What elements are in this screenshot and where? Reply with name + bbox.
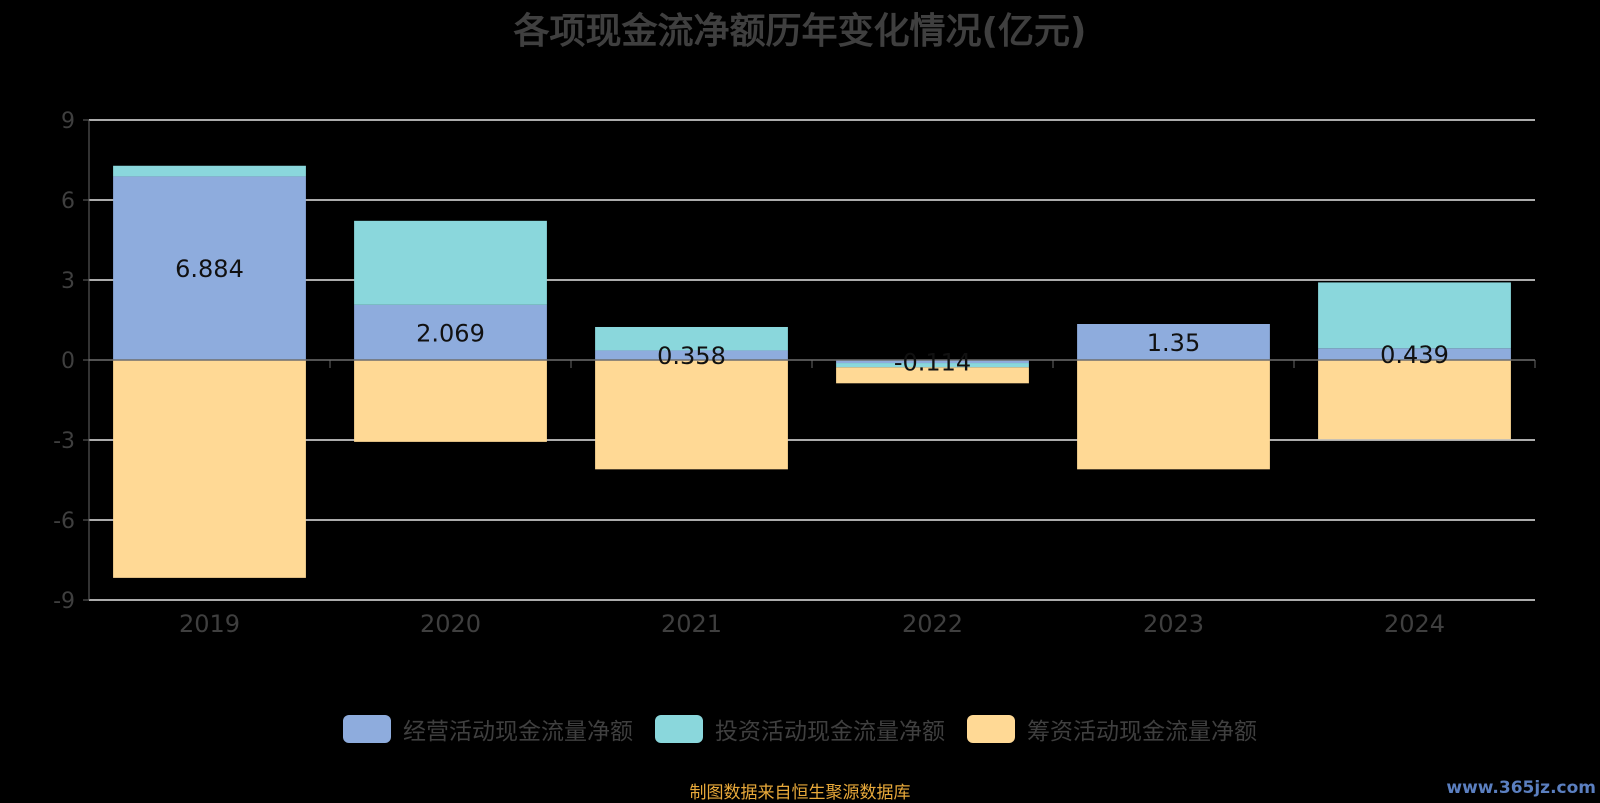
- chart-legend: 经营活动现金流量净额 投资活动现金流量净额 筹资活动现金流量净额: [0, 712, 1600, 746]
- x-tick-label: 2023: [1143, 610, 1204, 638]
- y-tick-label: -6: [53, 509, 75, 534]
- x-tick-label: 2022: [902, 610, 963, 638]
- y-tick-label: 0: [61, 349, 75, 374]
- data-source-note: 制图数据来自恒生聚源数据库: [689, 783, 911, 803]
- bar-segment: [836, 360, 1029, 364]
- bar-segment: [1077, 324, 1270, 360]
- bar-segment: [113, 165, 306, 177]
- data-label: 6.884: [175, 255, 244, 283]
- y-tick-label: -9: [53, 589, 75, 614]
- legend-label-investing: 投资活动现金流量净额: [715, 719, 945, 745]
- legend-swatch-investing: [655, 715, 703, 743]
- chart-title: 各项现金流净额历年变化情况(亿元): [513, 11, 1087, 52]
- bar-segment: [113, 176, 306, 360]
- bar-segment: [836, 367, 1029, 384]
- bar-segment: [354, 304, 547, 360]
- legend-swatch-operating: [343, 715, 391, 743]
- legend-item-operating[interactable]: 经营活动现金流量净额: [343, 712, 633, 746]
- chart-plot: -9 -6 -3 0 3 6 9 2019 2020 2021 2022 2023 2024 6.884 2…: [53, 109, 1536, 638]
- data-label: -0.114: [894, 349, 971, 377]
- x-tick-label: 2021: [661, 610, 722, 638]
- data-label: 1.35: [1147, 329, 1200, 357]
- legend-label-financing: 筹资活动现金流量净额: [1027, 719, 1257, 745]
- x-tick-label: 2024: [1384, 610, 1445, 638]
- data-label: 0.358: [657, 342, 726, 370]
- data-label: 0.439: [1380, 341, 1449, 369]
- y-tick-label: 3: [61, 269, 75, 294]
- legend-item-investing[interactable]: 投资活动现金流量净额: [655, 712, 945, 746]
- bar-segment: [1318, 360, 1511, 440]
- watermark: www.365jz.com: [1446, 778, 1596, 798]
- bar-segment: [354, 220, 547, 305]
- bar-segment: [836, 363, 1029, 368]
- y-tick-label: -3: [53, 429, 75, 454]
- x-tick-label: 2019: [179, 610, 240, 638]
- bar-segment: [1318, 282, 1511, 349]
- bar-segment: [354, 360, 547, 442]
- bar-segment: [595, 360, 788, 470]
- y-tick-label: 6: [61, 189, 75, 214]
- bar-segment: [113, 360, 306, 578]
- legend-swatch-financing: [967, 715, 1015, 743]
- legend-item-financing[interactable]: 筹资活动现金流量净额: [967, 712, 1257, 746]
- bar-segment: [595, 326, 788, 351]
- bar-segment: [595, 350, 788, 360]
- bar-segment: [1318, 348, 1511, 360]
- data-label: 2.069: [416, 319, 485, 347]
- legend-label-operating: 经营活动现金流量净额: [403, 719, 633, 745]
- x-tick-label: 2020: [420, 610, 481, 638]
- bar-segment: [1077, 360, 1270, 470]
- y-tick-label: 9: [61, 109, 75, 134]
